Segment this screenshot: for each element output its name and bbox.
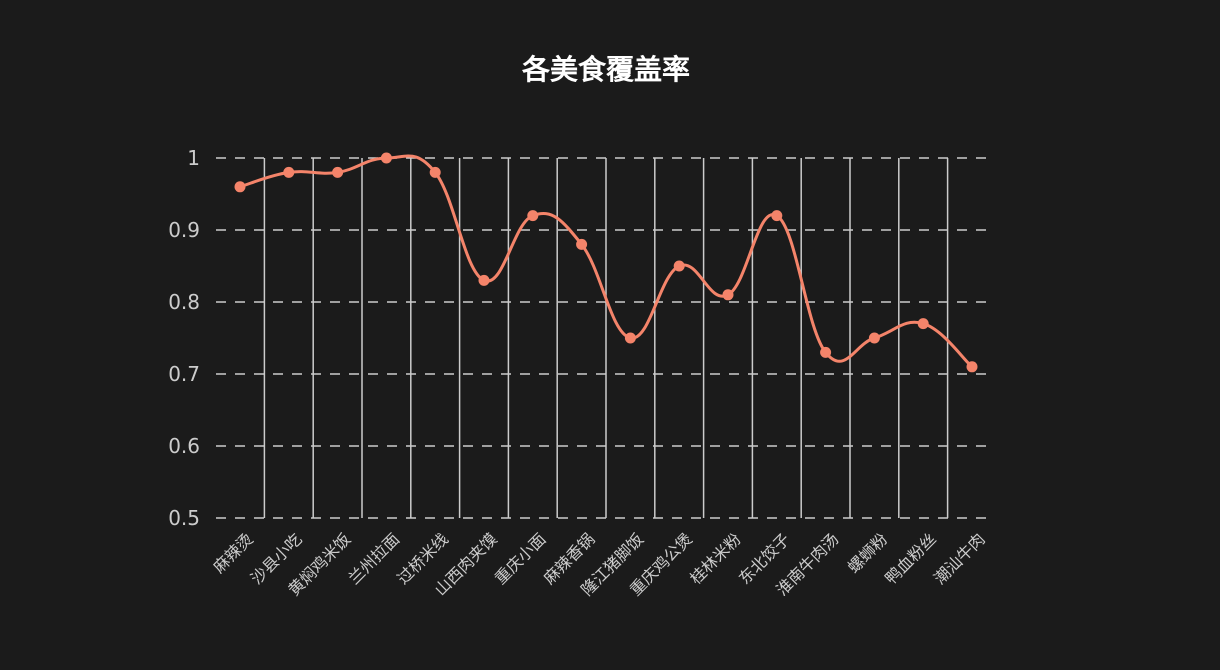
data-point[interactable] <box>527 210 539 222</box>
chart-title: 各美食覆盖率 <box>521 53 690 86</box>
data-point[interactable] <box>332 166 344 178</box>
data-point[interactable] <box>380 152 392 164</box>
data-point[interactable] <box>966 361 978 373</box>
data-point[interactable] <box>771 210 783 222</box>
y-tick-label: 0.6 <box>168 434 200 458</box>
y-tick-label: 0.5 <box>168 506 200 530</box>
y-axis-ticks: 0.5 0.6 0.7 0.8 0.9 1 <box>168 146 200 530</box>
y-tick-label: 0.8 <box>168 290 200 314</box>
y-tick-label: 0.7 <box>168 362 200 386</box>
vertical-gridlines <box>263 158 949 518</box>
y-tick-label: 0.9 <box>168 218 200 242</box>
data-point[interactable] <box>820 346 832 358</box>
data-point[interactable] <box>283 166 295 178</box>
data-point[interactable] <box>576 238 588 250</box>
data-point[interactable] <box>624 332 636 344</box>
data-point[interactable] <box>722 289 734 301</box>
data-point[interactable] <box>868 332 880 344</box>
data-point[interactable] <box>673 260 685 272</box>
y-tick-label: 1 <box>187 146 200 170</box>
data-point[interactable] <box>478 274 490 286</box>
data-point[interactable] <box>234 181 246 193</box>
series-group <box>234 152 978 373</box>
horizontal-gridlines <box>216 157 988 519</box>
data-point[interactable] <box>429 166 441 178</box>
data-point[interactable] <box>917 318 929 330</box>
